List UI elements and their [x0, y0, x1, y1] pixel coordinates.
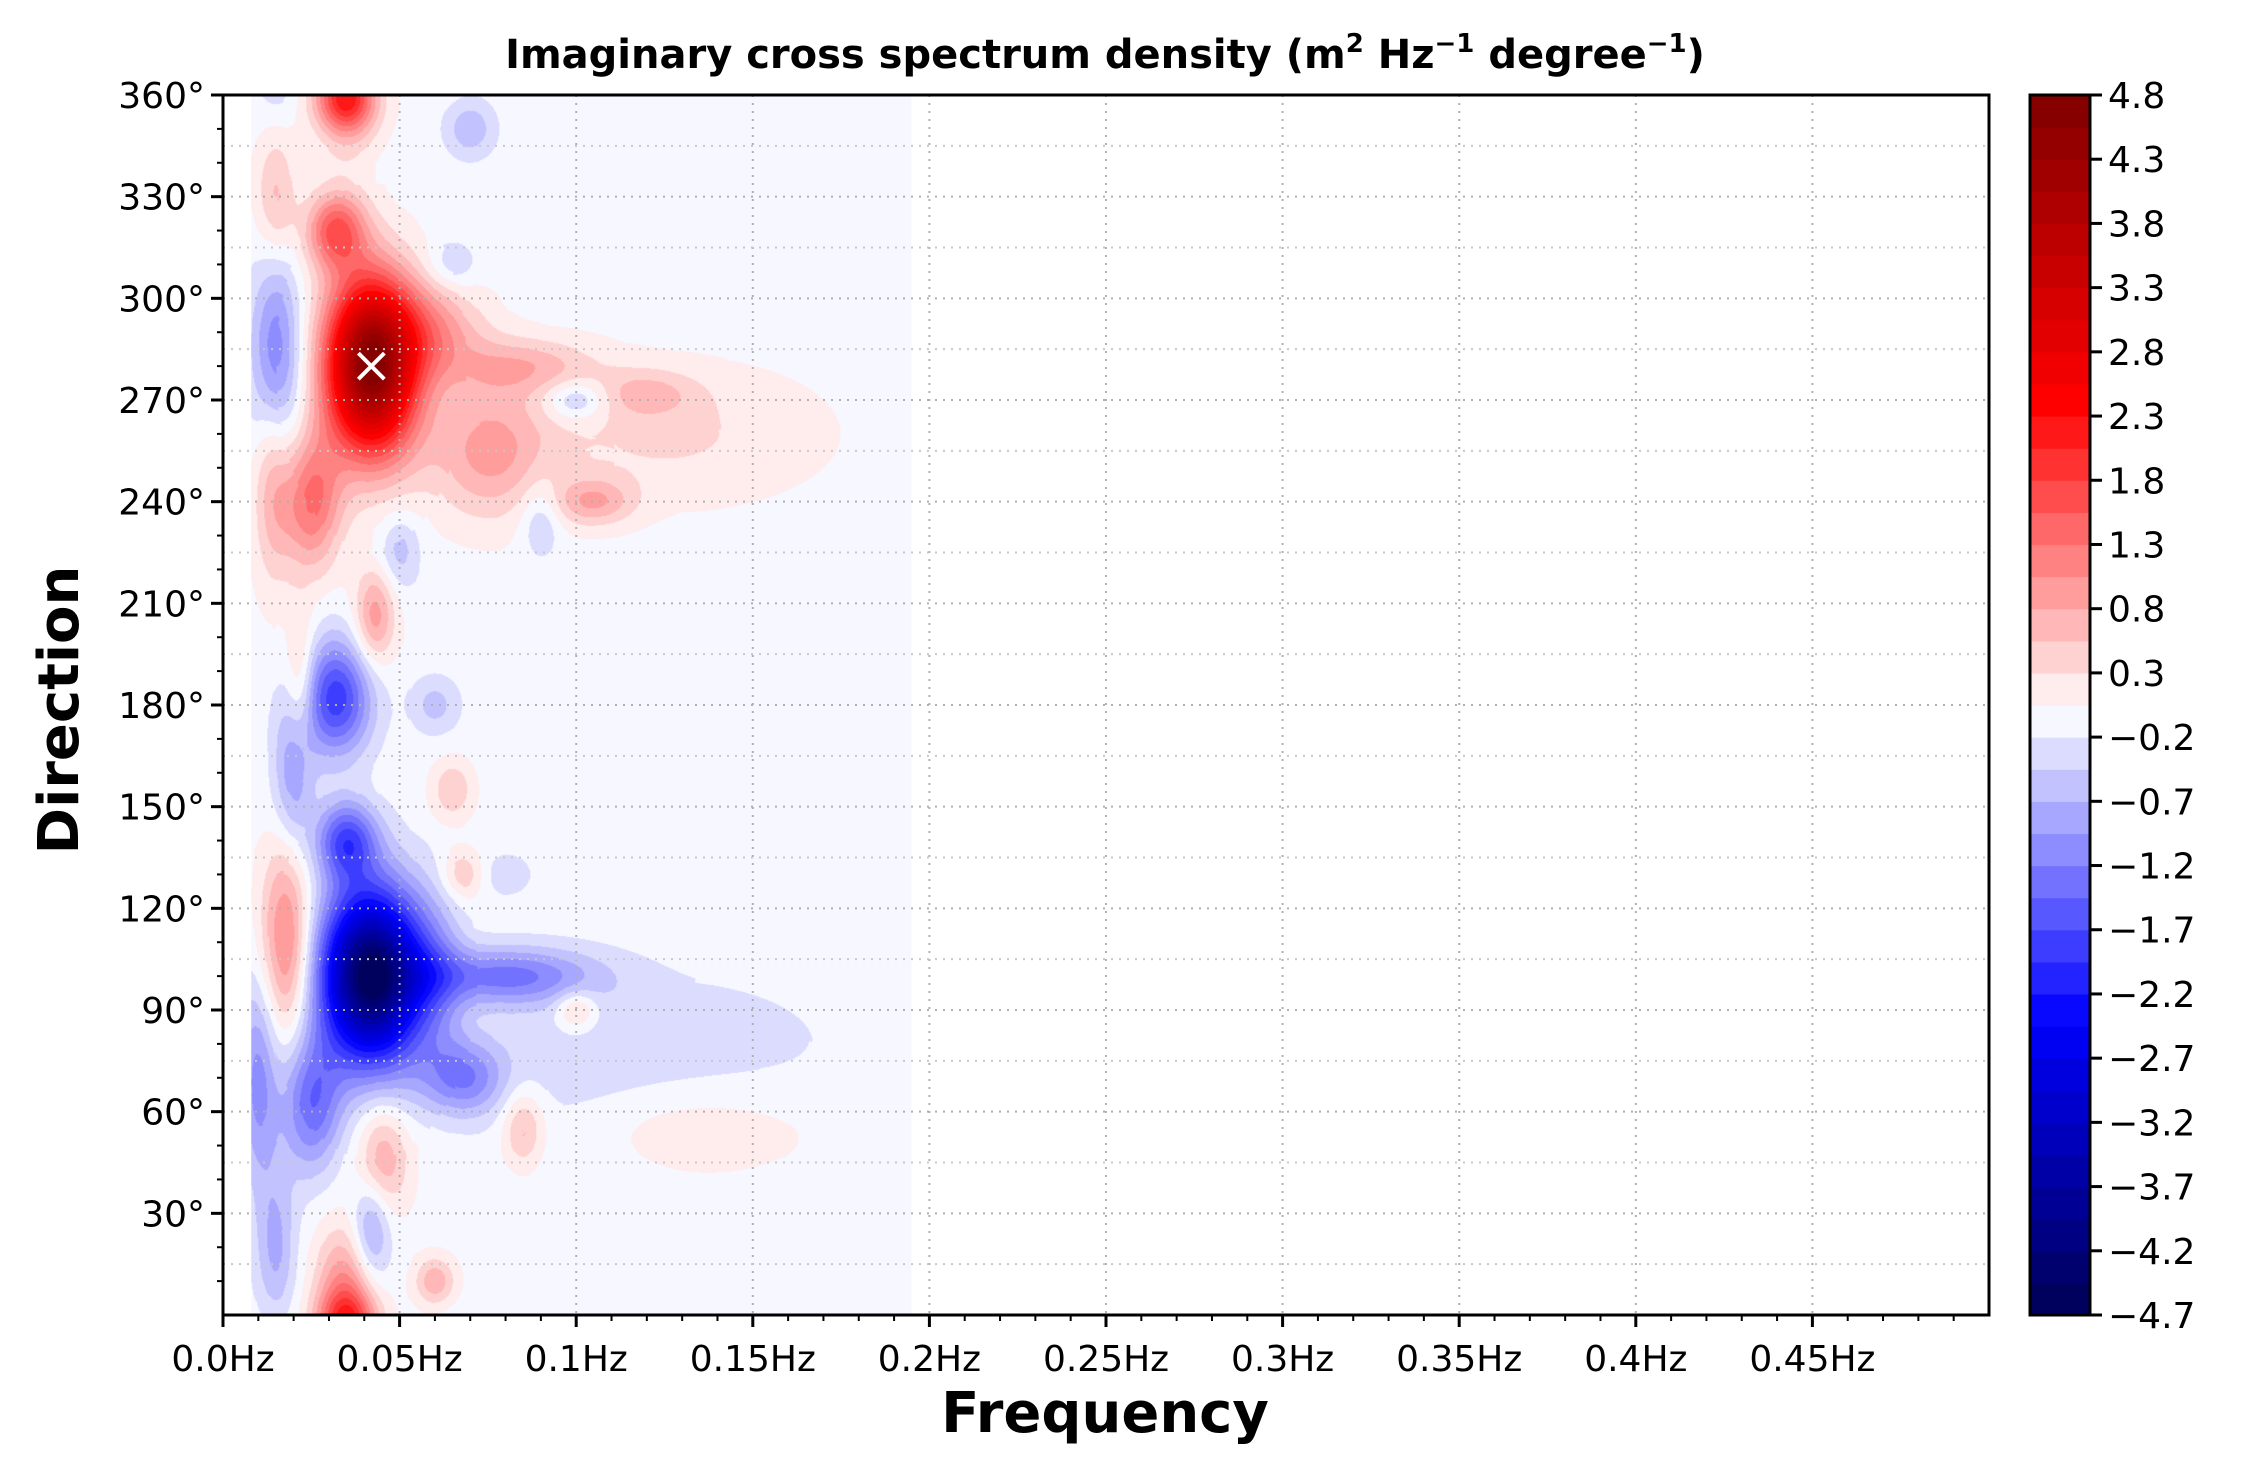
- colorbar-band: [2030, 576, 2090, 610]
- colorbar-band: [2030, 897, 2090, 931]
- colorbar-tick-label: −3.2: [2108, 1103, 2195, 1144]
- y-tick-label: 270°: [118, 381, 205, 422]
- colorbar-band: [2030, 672, 2090, 706]
- colorbar-tick-label: 0.3: [2108, 654, 2165, 695]
- chart-title: Imaginary cross spectrum density (m2 Hz−…: [505, 29, 1705, 78]
- colorbar-tick-label: −1.2: [2108, 847, 2195, 888]
- x-tick-label: 0.1Hz: [525, 1339, 628, 1380]
- y-axis: 30° 60° 90° 120° 150° 180° 210° 240° 270° 300° 330…: [118, 76, 223, 1283]
- colorbar-band: [2030, 223, 2090, 257]
- heatmap: [251, 95, 912, 1315]
- peak-marker: [356, 351, 386, 381]
- colorbar-band: [2030, 95, 2090, 128]
- colorbar-band: [2030, 705, 2090, 738]
- colorbar-band: [2030, 1154, 2090, 1188]
- colorbar-band: [2030, 1090, 2090, 1123]
- colorbar-band: [2030, 1250, 2090, 1284]
- colorbar-band: [2030, 191, 2090, 225]
- colorbar-tick-label: −2.2: [2108, 975, 2195, 1016]
- colorbar-band: [2030, 255, 2090, 289]
- colorbar-tick-label: −4.2: [2108, 1232, 2195, 1273]
- colorbar-band: [2030, 1282, 2090, 1316]
- colorbar-band: [2030, 383, 2090, 417]
- x-tick-label: 0.4Hz: [1584, 1339, 1687, 1380]
- colorbar-band: [2030, 961, 2090, 995]
- colorbar-frame: [2028, 93, 2092, 1317]
- colorbar-band: [2030, 1122, 2090, 1156]
- x-tick-label: 0.3Hz: [1231, 1339, 1334, 1380]
- colorbar-band: [2030, 416, 2090, 449]
- colorbar-band: [2030, 608, 2090, 642]
- colorbar-band: [2030, 865, 2090, 899]
- x-tick-label: 0.25Hz: [1043, 1339, 1169, 1380]
- colorbar-band: [2030, 737, 2090, 770]
- colorbar-tick-label: 2.3: [2108, 397, 2165, 438]
- x-tick-label: 0.35Hz: [1396, 1339, 1522, 1380]
- colorbar-band: [2030, 801, 2090, 835]
- y-tick-label: 180°: [118, 686, 205, 727]
- colorbar-tick-label: 3.8: [2108, 204, 2165, 245]
- colorbar-band: [2030, 319, 2090, 353]
- colorbar-band: [2030, 1186, 2090, 1220]
- colorbar-band: [2030, 993, 2090, 1027]
- y-tick-label: 330°: [118, 178, 205, 219]
- grid: [223, 95, 1989, 1315]
- colorbar-band: [2030, 544, 2090, 578]
- colorbar-tick-label: −0.2: [2108, 718, 2195, 759]
- colorbar: 4.8 4.3 3.8 3.3 2.8 2.3 1.8 1.3 0.8 0.3 −0.2 −0.7 −1…: [2028, 76, 2195, 1337]
- y-axis-title: Direction: [27, 566, 92, 855]
- x-tick-label: 0.15Hz: [690, 1339, 816, 1380]
- colorbar-band: [2030, 769, 2090, 802]
- colorbar-tick-label: −1.7: [2108, 911, 2195, 952]
- heatmap-image: [251, 95, 912, 1315]
- colorbar-band: [2030, 512, 2090, 546]
- colorbar-tick-label: −4.7: [2108, 1296, 2195, 1337]
- colorbar-tick-label: 1.8: [2108, 461, 2165, 502]
- colorbar-band: [2030, 1026, 2090, 1059]
- x-axis: 0.0Hz 0.05Hz 0.1Hz 0.15Hz 0.2Hz 0.25Hz 0.3Hz 0.…: [171, 1315, 1955, 1380]
- y-tick-label: 30°: [141, 1194, 205, 1235]
- peak-marker-group: [356, 351, 386, 381]
- x-tick-label: 0.2Hz: [878, 1339, 981, 1380]
- colorbar-band: [2030, 448, 2090, 481]
- y-tick-label: 360°: [118, 76, 205, 117]
- x-tick-label: 0.05Hz: [337, 1339, 463, 1380]
- colorbar-tick-label: 4.8: [2108, 76, 2165, 117]
- colorbar-tick-label: 2.8: [2108, 333, 2165, 374]
- x-tick-label: 0.0Hz: [171, 1339, 274, 1380]
- colorbar-band: [2030, 1058, 2090, 1091]
- colorbar-tick-label: −0.7: [2108, 782, 2195, 823]
- colorbar-tick-label: 3.3: [2108, 269, 2165, 310]
- colorbar-tick-label: 0.8: [2108, 590, 2165, 631]
- colorbar-band: [2030, 640, 2090, 674]
- colorbar-tick-label: 4.3: [2108, 140, 2165, 181]
- x-axis-title: Frequency: [941, 1381, 1269, 1446]
- y-tick-label: 240°: [118, 483, 205, 524]
- y-tick-label: 150°: [118, 788, 205, 829]
- y-tick-label: 210°: [118, 584, 205, 625]
- colorbar-tick-label: −2.7: [2108, 1039, 2195, 1080]
- colorbar-band: [2030, 833, 2090, 867]
- colorbar-band: [2030, 159, 2090, 192]
- colorbar-tick-label: −3.7: [2108, 1168, 2195, 1209]
- y-tick-label: 60°: [141, 1093, 205, 1134]
- colorbar-band: [2030, 287, 2090, 321]
- colorbar-band: [2030, 351, 2090, 385]
- colorbar-band: [2030, 929, 2090, 963]
- y-tick-label: 90°: [141, 991, 205, 1032]
- y-tick-label: 120°: [118, 889, 205, 930]
- colorbar-band: [2030, 1218, 2090, 1252]
- colorbar-band: [2030, 480, 2090, 513]
- colorbar-band: [2030, 127, 2090, 160]
- y-tick-label: 300°: [118, 279, 205, 320]
- colorbar-tick-label: 1.3: [2108, 525, 2165, 566]
- x-tick-label: 0.45Hz: [1749, 1339, 1875, 1380]
